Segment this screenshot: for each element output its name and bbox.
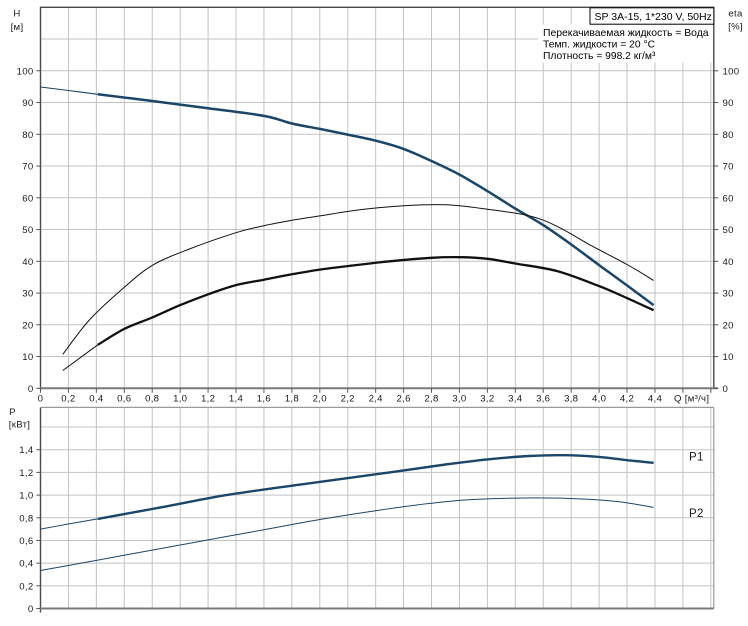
svg-text:3,0: 3,0 [452, 393, 466, 404]
svg-text:100: 100 [723, 66, 740, 77]
svg-text:0,6: 0,6 [19, 536, 33, 547]
svg-text:0,4: 0,4 [89, 393, 104, 404]
svg-text:P2: P2 [689, 508, 704, 520]
svg-text:[%]: [%] [728, 22, 743, 33]
svg-text:1,4: 1,4 [19, 445, 34, 456]
svg-text:70: 70 [723, 162, 734, 173]
svg-text:4,0: 4,0 [592, 393, 606, 404]
svg-text:80: 80 [723, 130, 734, 141]
svg-text:20: 20 [723, 320, 734, 331]
svg-text:3,4: 3,4 [508, 393, 523, 404]
svg-text:0,8: 0,8 [145, 393, 159, 404]
svg-text:2,6: 2,6 [396, 393, 410, 404]
svg-text:Перекачиваемая жидкость = Вода: Перекачиваемая жидкость = Вода [543, 28, 709, 39]
svg-text:2,8: 2,8 [424, 393, 438, 404]
svg-text:Q [м³/ч]: Q [м³/ч] [674, 393, 709, 404]
svg-text:2,0: 2,0 [313, 393, 327, 404]
svg-text:90: 90 [22, 98, 33, 109]
svg-text:4,4: 4,4 [648, 393, 663, 404]
svg-text:0,4: 0,4 [19, 559, 34, 570]
svg-text:[м]: [м] [11, 22, 24, 33]
svg-text:70: 70 [22, 162, 33, 173]
svg-text:4,2: 4,2 [620, 393, 634, 404]
svg-text:1,8: 1,8 [285, 393, 299, 404]
svg-text:50: 50 [22, 225, 33, 236]
svg-text:Темп. жидкости = 20 °C: Темп. жидкости = 20 °C [543, 39, 656, 50]
svg-text:100: 100 [17, 66, 34, 77]
svg-text:40: 40 [723, 257, 734, 268]
svg-text:P1: P1 [689, 452, 704, 464]
svg-text:0: 0 [28, 384, 34, 395]
svg-text:20: 20 [22, 320, 33, 331]
svg-text:80: 80 [22, 130, 33, 141]
svg-text:2,4: 2,4 [369, 393, 384, 404]
svg-text:10: 10 [723, 352, 734, 363]
svg-text:3,8: 3,8 [564, 393, 578, 404]
svg-text:30: 30 [22, 289, 33, 300]
svg-text:0: 0 [28, 604, 34, 615]
svg-text:0,8: 0,8 [19, 513, 33, 524]
svg-text:2,2: 2,2 [341, 393, 355, 404]
svg-text:50: 50 [723, 225, 734, 236]
svg-text:3,6: 3,6 [536, 393, 550, 404]
svg-text:0,2: 0,2 [61, 393, 75, 404]
svg-text:0,6: 0,6 [117, 393, 131, 404]
svg-text:1,2: 1,2 [201, 393, 215, 404]
svg-text:0: 0 [38, 393, 44, 404]
svg-text:Плотность = 998.2 кг/м³: Плотность = 998.2 кг/м³ [543, 51, 656, 62]
svg-text:40: 40 [22, 257, 33, 268]
svg-text:eta: eta [728, 9, 743, 20]
svg-text:1,0: 1,0 [19, 491, 33, 502]
svg-text:H: H [13, 9, 20, 20]
svg-text:60: 60 [22, 193, 33, 204]
svg-text:SP 3A-15, 1*230 V, 50Hz: SP 3A-15, 1*230 V, 50Hz [595, 11, 712, 23]
svg-text:P: P [9, 407, 16, 418]
svg-text:10: 10 [22, 352, 33, 363]
svg-text:1,6: 1,6 [257, 393, 271, 404]
svg-text:1,2: 1,2 [19, 468, 33, 479]
svg-text:60: 60 [723, 193, 734, 204]
svg-text:1,4: 1,4 [229, 393, 244, 404]
svg-text:0: 0 [723, 384, 729, 395]
svg-text:30: 30 [723, 289, 734, 300]
svg-text:1,0: 1,0 [173, 393, 187, 404]
svg-text:0,2: 0,2 [19, 581, 33, 592]
svg-text:[кВт]: [кВт] [9, 420, 31, 431]
svg-text:90: 90 [723, 98, 734, 109]
svg-text:3,2: 3,2 [480, 393, 494, 404]
